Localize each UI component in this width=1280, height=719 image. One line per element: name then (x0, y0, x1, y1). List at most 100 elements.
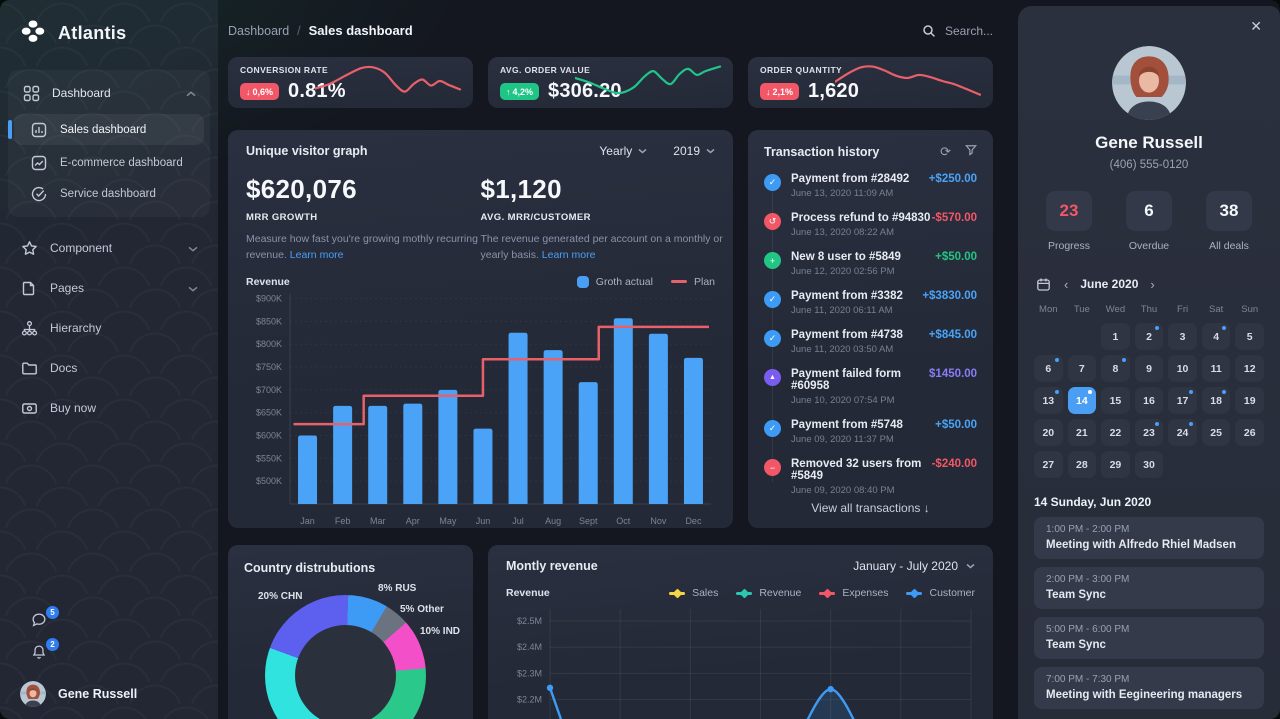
calendar-day-13[interactable]: 13 (1034, 387, 1063, 414)
schedule-event[interactable]: 5:00 PM - 6:00 PM Team Sync (1034, 617, 1264, 659)
filter-icon[interactable] (964, 144, 978, 160)
calendar-day-29[interactable]: 29 (1101, 451, 1130, 478)
calendar-day-16[interactable]: 16 (1134, 387, 1164, 414)
calendar-day-8[interactable]: 8 (1101, 355, 1130, 382)
failed-icon: ▲ (764, 369, 781, 386)
country-card-title: Country distrubutions (244, 561, 376, 575)
kpi-delta-badge: ↑ 4,2% (500, 83, 540, 100)
sidebar-user[interactable]: Gene Russell (0, 675, 218, 711)
calendar-day-23[interactable]: 23 (1134, 419, 1164, 446)
calendar-day-15[interactable]: 15 (1101, 387, 1130, 414)
period-dropdown[interactable]: Yearly (599, 144, 647, 158)
sidebar-item-sales-dashboard[interactable]: Sales dashboard (8, 114, 204, 145)
schedule-event[interactable]: 2:00 PM - 3:00 PM Team Sync (1034, 567, 1264, 609)
date-range-dropdown[interactable]: January - July 2020 (853, 559, 975, 573)
calendar-day-18[interactable]: 18 (1201, 387, 1231, 414)
transaction-item[interactable]: ✓ Payment from #3382 June 11, 2020 06:11 A… (764, 290, 977, 316)
calendar-day-17[interactable]: 17 (1168, 387, 1197, 414)
removed-icon: − (764, 459, 781, 476)
breadcrumb-parent[interactable]: Dashboard (228, 23, 290, 38)
sidebar-item-service-dashboard[interactable]: Service dashboard (8, 178, 210, 209)
sidebar-item-docs[interactable]: Docs (6, 351, 212, 385)
learn-more-link[interactable]: Learn more (289, 249, 344, 262)
svg-text:$900K: $900K (256, 293, 282, 303)
transaction-item[interactable]: ✓ Payment from #5748 June 09, 2020 11:37 P… (764, 419, 977, 445)
calendar-day-30[interactable]: 30 (1134, 451, 1164, 478)
calendar-prev-button[interactable]: ‹ (1064, 276, 1069, 292)
sidebar-item-component[interactable]: Component (6, 231, 212, 265)
legend-diamond-swatch (906, 591, 923, 595)
year-dropdown[interactable]: 2019 (673, 144, 715, 158)
search-input[interactable]: Search... (920, 24, 993, 38)
sidebar-item-label: Pages (50, 281, 85, 295)
learn-more-link[interactable]: Learn more (541, 249, 596, 262)
legend-expenses[interactable]: Expenses (819, 587, 888, 599)
search-placeholder: Search... (944, 24, 993, 38)
sidebar-item-pages[interactable]: Pages (6, 271, 212, 305)
payment-icon: ✓ (764, 291, 781, 308)
calendar-day-1[interactable]: 1 (1101, 323, 1130, 350)
calendar-day-3[interactable]: 3 (1168, 323, 1197, 350)
svg-text:$600K: $600K (256, 430, 282, 440)
legend-sales[interactable]: Sales (669, 587, 718, 599)
legend-plan[interactable]: Plan (670, 276, 715, 288)
calendar-day-12[interactable]: 12 (1235, 355, 1264, 382)
sidebar-item-dashboard[interactable]: Dashboard (8, 74, 210, 112)
calendar-day-20[interactable]: 20 (1034, 419, 1063, 446)
calendar-day-28[interactable]: 28 (1067, 451, 1097, 478)
sidebar-item-buy-now[interactable]: Buy now (6, 391, 212, 425)
calendar-day-2[interactable]: 2 (1134, 323, 1164, 350)
event-dot (1155, 422, 1160, 426)
file-icon (20, 279, 38, 297)
profile-stat-all-deals[interactable]: 38 All deals (1206, 191, 1252, 252)
mrr-growth-desc: Measure how fast you're growing mothly r… (246, 233, 478, 262)
transaction-date: June 11, 2020 06:11 AM (791, 305, 893, 316)
chevron-down-icon (706, 148, 715, 154)
notifications-badge: 2 (46, 638, 59, 651)
calendar-day-27[interactable]: 27 (1034, 451, 1063, 478)
schedule-event[interactable]: 1:00 PM - 2:00 PM Meeting with Alfredo Rh… (1034, 517, 1264, 559)
svg-text:$750K: $750K (256, 362, 282, 372)
profile-stat-overdue[interactable]: 6 Overdue (1126, 191, 1172, 252)
calendar-empty-cell (1068, 323, 1097, 350)
close-icon[interactable]: ✕ (1250, 18, 1262, 34)
transaction-date: June 10, 2020 07:54 PM (791, 395, 895, 406)
calendar-next-button[interactable]: › (1150, 276, 1155, 292)
transaction-item[interactable]: ✓ Payment from #28492 June 13, 2020 11:09 … (764, 173, 977, 199)
transaction-item[interactable]: ✓ Payment from #4738 June 11, 2020 03:50 A… (764, 329, 977, 355)
chat-badge: 5 (46, 606, 59, 619)
sidebar-item-e-commerce-dashboard[interactable]: E-commerce dashboard (8, 147, 210, 178)
calendar-day-6[interactable]: 6 (1034, 355, 1063, 382)
transaction-item[interactable]: + New 8 user to #5849 June 12, 2020 02:56 … (764, 251, 977, 277)
legend-customer[interactable]: Customer (906, 587, 975, 599)
page-title: Sales dashboard (308, 23, 413, 38)
transaction-item[interactable]: ↺ Process refund to #94830 June 13, 2020 0… (764, 212, 977, 238)
transaction-title: Payment failed form #60958 (791, 368, 901, 392)
legend-groth-actual[interactable]: Groth actual (576, 275, 653, 288)
event-title: Meeting with Eegineering managers (1046, 689, 1243, 701)
calendar-day-4[interactable]: 4 (1201, 323, 1231, 350)
calendar-day-11[interactable]: 11 (1201, 355, 1231, 382)
schedule-event[interactable]: 7:00 PM - 7:30 PM Meeting with Eegineerin… (1034, 667, 1264, 709)
refresh-icon[interactable]: ⟳ (940, 144, 951, 159)
sidebar-item-hierarchy[interactable]: Hierarchy (6, 311, 212, 345)
calendar-day-21[interactable]: 21 (1067, 419, 1097, 446)
calendar-day-10[interactable]: 10 (1168, 355, 1197, 382)
calendar-day-25[interactable]: 25 (1201, 419, 1231, 446)
notifications-button[interactable]: 2 (30, 638, 59, 665)
calendar-day-26[interactable]: 26 (1235, 419, 1264, 446)
calendar-day-7[interactable]: 7 (1067, 355, 1097, 382)
calendar-day-24[interactable]: 24 (1168, 419, 1197, 446)
transaction-item[interactable]: − Removed 32 users from #5849 June 09, 202… (764, 458, 977, 496)
calendar-day-19[interactable]: 19 (1235, 387, 1264, 414)
view-all-transactions[interactable]: View all transactions ↓ (811, 501, 930, 515)
profile-stat-progress[interactable]: 23 Progress (1046, 191, 1092, 252)
calendar-day-22[interactable]: 22 (1101, 419, 1130, 446)
calendar-day-14[interactable]: 14 (1067, 387, 1097, 414)
svg-text:$500K: $500K (256, 476, 282, 486)
calendar-day-9[interactable]: 9 (1134, 355, 1164, 382)
calendar-day-5[interactable]: 5 (1235, 323, 1264, 350)
transaction-item[interactable]: ▲ Payment failed form #60958 June 10, 2020… (764, 368, 977, 406)
legend-revenue[interactable]: Revenue (736, 587, 801, 599)
chat-button[interactable]: 5 (30, 606, 59, 633)
